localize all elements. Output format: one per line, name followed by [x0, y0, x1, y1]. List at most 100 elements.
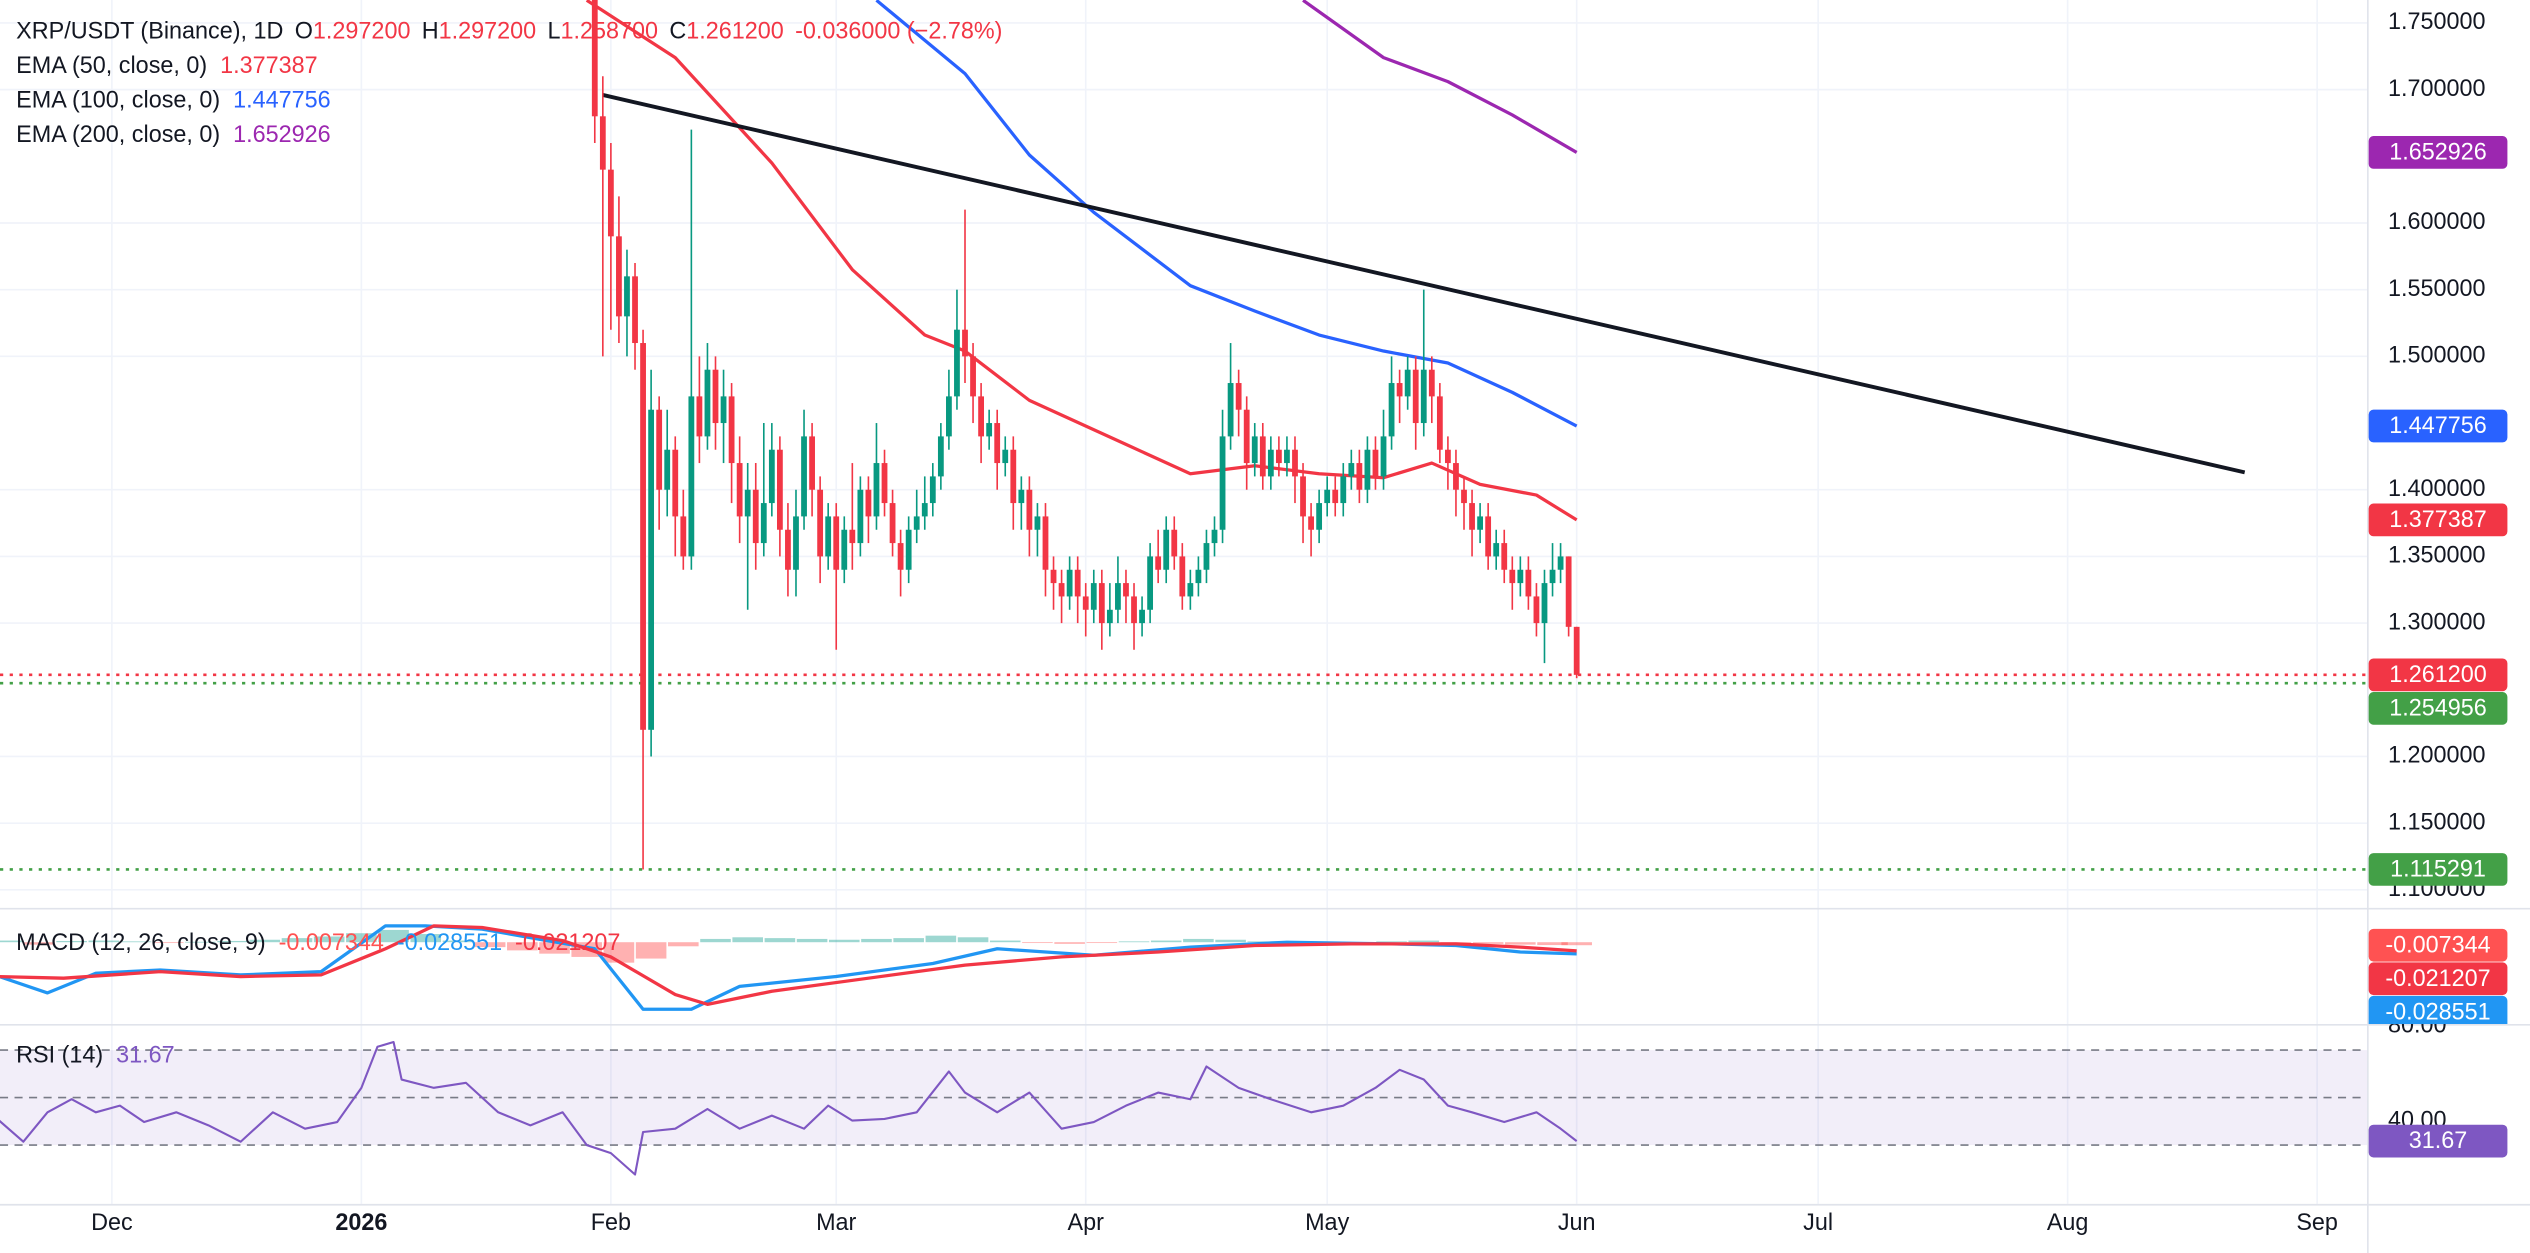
- candle-body: [1155, 556, 1162, 570]
- candle-body: [1179, 556, 1186, 597]
- macd-histogram-bar: [1376, 941, 1407, 943]
- y-tick-label: 1.350000: [2388, 542, 2486, 568]
- candle-body: [1203, 543, 1210, 570]
- macd-histogram-bar: [474, 942, 506, 948]
- macd-histogram-bar: [1408, 940, 1440, 943]
- y-tick-label: 1.150000: [2388, 808, 2486, 834]
- candle-body: [1235, 383, 1242, 410]
- candle-body: [744, 489, 751, 517]
- candle-body: [1227, 383, 1234, 437]
- macd-histogram-bar: [700, 938, 731, 943]
- candle-body: [841, 529, 848, 570]
- candle-body: [1428, 369, 1435, 397]
- candle-body: [1461, 489, 1467, 504]
- rsi-line: [0, 1040, 1578, 1176]
- candle-body: [688, 396, 695, 557]
- macd-histogram-bar: [410, 934, 442, 943]
- price-label-box: [2368, 962, 2508, 996]
- macd-histogram-bar: [152, 942, 184, 944]
- price-label-box: [2368, 409, 2508, 443]
- candle-body: [640, 343, 646, 730]
- candle-body: [632, 276, 638, 344]
- macd-histogram-bar: [56, 940, 87, 943]
- candle-body: [736, 463, 743, 517]
- rsi-pane: [0, 1040, 2368, 1176]
- candle-body: [1380, 436, 1387, 477]
- candle-body: [1010, 449, 1017, 504]
- candle-body: [849, 529, 856, 544]
- ohlc-value: 1.258700: [561, 18, 659, 44]
- candle-body: [760, 503, 767, 544]
- macd-histogram-bar: [378, 929, 409, 943]
- candle-body: [1420, 369, 1427, 424]
- legend-value: 1.447756: [233, 87, 331, 113]
- candle-body: [776, 449, 783, 530]
- x-tick-label: Feb: [591, 1209, 631, 1235]
- candle-body: [865, 489, 872, 517]
- candle-body: [833, 516, 840, 570]
- ohlc-key: L: [547, 18, 560, 44]
- candle-body: [1565, 556, 1572, 627]
- x-tick-label: May: [1305, 1209, 1349, 1235]
- candle-body: [1034, 516, 1041, 530]
- price-label: 31.67: [2409, 1127, 2468, 1153]
- candle-body: [1002, 449, 1009, 464]
- candle-body: [1573, 626, 1580, 675]
- price-label-box: [2368, 853, 2508, 886]
- macd-histogram-bar: [88, 940, 120, 943]
- price-label-box: [2368, 658, 2508, 692]
- candle-body: [648, 409, 655, 730]
- ema-line: [585, 0, 1578, 522]
- candle-body: [1324, 489, 1331, 504]
- macd-histogram-bar: [1505, 942, 1536, 945]
- candle-body: [825, 516, 832, 557]
- macd-histogram-bar: [249, 939, 281, 943]
- macd-histogram-bar: [1183, 938, 1214, 943]
- macd-histogram-bar: [635, 942, 667, 959]
- macd-histogram-bar: [1472, 942, 1504, 944]
- legend-row: RSI (14) 31.67: [16, 1042, 175, 1068]
- x-tick-label: Mar: [816, 1209, 856, 1235]
- candle-body: [1549, 569, 1556, 584]
- change: -0.036000 (−2.78%): [795, 18, 1002, 44]
- candle-body: [712, 369, 719, 424]
- candle-body: [1436, 396, 1443, 450]
- macd-histogram-bar: [796, 938, 828, 943]
- chart-header: XRP/USDT (Binance), 1D O1.297200 H1.297200…: [16, 18, 1002, 44]
- candle-body: [1292, 449, 1298, 477]
- ohlc-key: C: [669, 18, 686, 44]
- candle-body: [768, 449, 775, 504]
- macd-histogram-bar: [861, 938, 892, 943]
- ohlc-value: 1.297200: [313, 18, 411, 44]
- candle-body: [1026, 489, 1033, 530]
- candle-body: [616, 236, 622, 317]
- macd-histogram-bar: [0, 940, 23, 943]
- y-tick-label: 1.700000: [2388, 75, 2486, 101]
- candle-body: [1557, 556, 1564, 570]
- candle-body: [1469, 503, 1475, 530]
- macd-histogram-bar: [539, 942, 570, 954]
- candle-body: [881, 463, 888, 504]
- macd-histogram-bar: [217, 940, 248, 943]
- candle-body: [1284, 449, 1290, 464]
- macd-histogram-bar: [1150, 940, 1182, 943]
- x-tick-label: Jun: [1558, 1209, 1596, 1235]
- macd-histogram-bar: [1561, 942, 1592, 946]
- trend-line: [602, 93, 2246, 475]
- candle-body: [994, 423, 1001, 464]
- legend-value: 1.652926: [233, 121, 331, 147]
- candle-body: [809, 436, 815, 490]
- candle-body: [1477, 516, 1483, 530]
- ohlc-key: O: [295, 18, 313, 44]
- macd-histogram-bar: [1086, 942, 1118, 944]
- candle-body: [1340, 476, 1347, 504]
- candle-body: [1090, 583, 1097, 610]
- candle-body: [599, 116, 606, 170]
- macd-histogram-bar: [281, 938, 313, 943]
- x-tick-label: Aug: [2047, 1209, 2089, 1235]
- candle-body: [1219, 436, 1226, 530]
- candle-body: [1485, 516, 1492, 557]
- ohlc-value: 1.297200: [439, 18, 537, 44]
